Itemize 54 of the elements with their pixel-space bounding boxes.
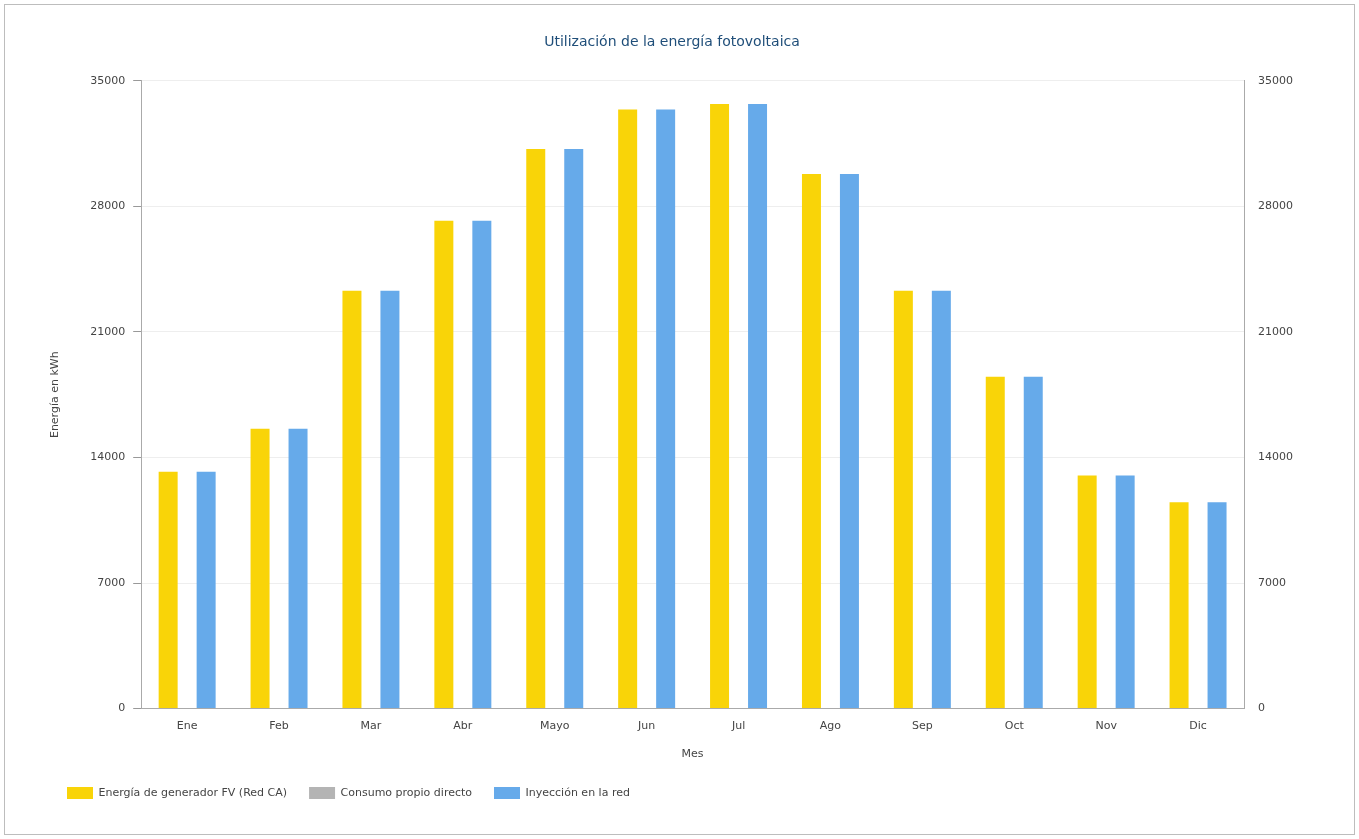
chart-title: Utilización de la energía fotovoltaica — [544, 33, 800, 50]
y-tick-label: 0 — [118, 701, 126, 715]
legend-label: Consumo propio directo — [340, 785, 473, 799]
y2-tick-label: 35000 — [1258, 73, 1294, 87]
x-axis-title: Mes — [681, 747, 704, 761]
legend-label: Inyección en la red — [525, 785, 630, 799]
x-tick-label: Nov — [1095, 719, 1118, 733]
bar — [1207, 502, 1227, 709]
bar — [656, 109, 676, 709]
bar — [434, 220, 454, 709]
bar — [801, 174, 821, 709]
bar — [839, 174, 859, 709]
y2-tick-label: 7000 — [1258, 575, 1287, 589]
x-tick-label: Mar — [360, 719, 382, 733]
bar — [158, 471, 178, 709]
legend-label: Energía de generador FV (Red CA) — [98, 785, 288, 799]
bar — [526, 148, 546, 709]
y-axis-title: Energía en kWh — [48, 351, 62, 439]
bar — [342, 290, 362, 709]
x-tick-label: Abr — [453, 719, 473, 733]
bar — [196, 471, 216, 709]
y2-tick-label: 14000 — [1258, 450, 1294, 464]
bar — [893, 290, 913, 709]
y2-tick-label: 21000 — [1258, 324, 1294, 338]
x-tick-label: Sep — [911, 719, 933, 733]
x-tick-label: Ago — [819, 719, 842, 733]
x-tick-label: Dic — [1189, 719, 1207, 733]
y-tick-label: 28000 — [90, 199, 126, 213]
bar — [931, 290, 951, 709]
bar — [1115, 475, 1135, 709]
bar — [380, 290, 400, 709]
x-tick-label: Mayo — [540, 719, 570, 733]
y-tick-label: 21000 — [90, 324, 126, 338]
bar — [472, 220, 492, 709]
x-tick-label: Jul — [730, 719, 746, 733]
y-tick-label: 7000 — [97, 575, 126, 589]
x-tick-label: Jun — [637, 719, 656, 733]
bar — [748, 104, 768, 709]
bar — [1077, 475, 1097, 709]
bar — [710, 104, 730, 709]
bar — [618, 109, 638, 709]
bar — [564, 148, 584, 709]
y2-tick-label: 0 — [1258, 701, 1266, 715]
x-tick-label: Feb — [269, 719, 289, 733]
bar — [288, 428, 308, 709]
y-tick-label: 14000 — [90, 450, 126, 464]
bar — [1023, 376, 1043, 709]
bar — [985, 376, 1005, 709]
y-tick-label: 35000 — [90, 73, 126, 87]
x-tick-label: Oct — [1004, 719, 1025, 733]
y2-tick-label: 28000 — [1258, 199, 1294, 213]
x-tick-label: Ene — [176, 719, 198, 733]
bar — [1169, 502, 1189, 709]
bar — [250, 428, 270, 709]
